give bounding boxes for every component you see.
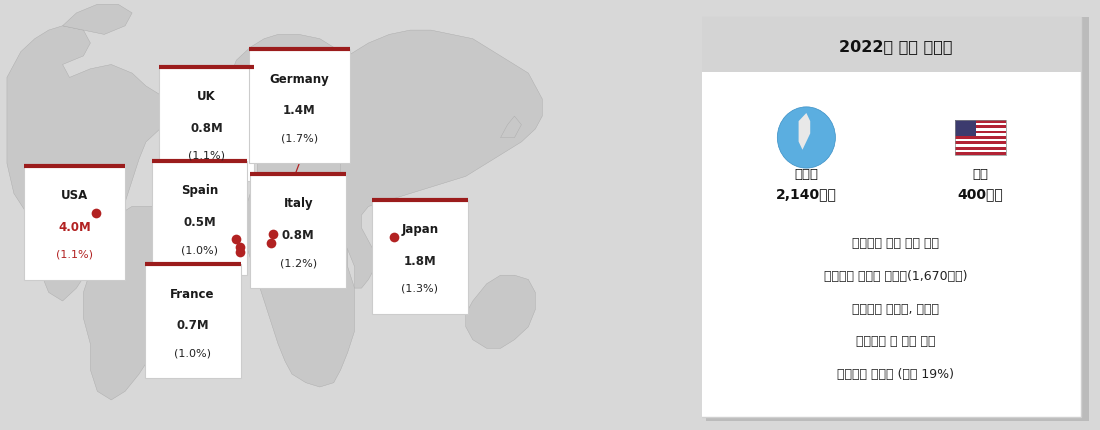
FancyBboxPatch shape xyxy=(697,17,1081,417)
Text: 2022년 기준 환자수: 2022년 기준 환자수 xyxy=(838,39,953,54)
Text: 환자수를 차지함 (비중 19%): 환자수를 차지함 (비중 19%) xyxy=(837,368,954,381)
FancyBboxPatch shape xyxy=(956,141,1005,144)
FancyBboxPatch shape xyxy=(706,17,1093,426)
Text: Spain: Spain xyxy=(180,184,218,197)
FancyBboxPatch shape xyxy=(956,126,1005,128)
FancyBboxPatch shape xyxy=(956,136,1005,139)
Text: 세계에서 가장 흔한 암인: 세계에서 가장 흔한 암인 xyxy=(851,237,939,250)
Polygon shape xyxy=(63,4,132,34)
Text: (1.1%): (1.1%) xyxy=(188,150,226,160)
Polygon shape xyxy=(465,275,536,348)
Text: 2,140만명: 2,140만명 xyxy=(776,187,837,202)
FancyBboxPatch shape xyxy=(956,120,976,136)
Polygon shape xyxy=(500,116,521,138)
Text: 유방암의 글로벌 환자수(1,670만명): 유방암의 글로벌 환자수(1,670만명) xyxy=(824,270,967,283)
Text: 미국: 미국 xyxy=(972,168,989,181)
FancyBboxPatch shape xyxy=(24,166,125,280)
Polygon shape xyxy=(230,34,383,133)
Text: 글로벌: 글로벌 xyxy=(794,168,818,181)
FancyBboxPatch shape xyxy=(956,120,1005,155)
Text: 0.7M: 0.7M xyxy=(176,319,209,332)
FancyBboxPatch shape xyxy=(152,161,248,275)
Polygon shape xyxy=(243,138,354,387)
Polygon shape xyxy=(84,206,188,400)
Text: (1.3%): (1.3%) xyxy=(402,284,439,294)
FancyBboxPatch shape xyxy=(956,131,1005,133)
Text: 1.8M: 1.8M xyxy=(404,255,437,268)
Text: 400만명: 400만명 xyxy=(958,187,1003,202)
FancyBboxPatch shape xyxy=(956,120,1005,123)
Text: 0.8M: 0.8M xyxy=(190,122,223,135)
FancyBboxPatch shape xyxy=(144,264,241,378)
Text: (1.7%): (1.7%) xyxy=(280,133,318,143)
FancyBboxPatch shape xyxy=(697,17,1081,72)
Polygon shape xyxy=(7,26,167,301)
Text: 1.4M: 1.4M xyxy=(283,104,316,117)
Polygon shape xyxy=(341,30,542,288)
Text: Japan: Japan xyxy=(402,223,439,236)
Text: 4.0M: 4.0M xyxy=(58,221,91,233)
FancyBboxPatch shape xyxy=(158,67,254,181)
Text: 0.8M: 0.8M xyxy=(282,229,315,242)
Polygon shape xyxy=(799,113,811,150)
Text: USA: USA xyxy=(62,189,88,202)
Text: (1.1%): (1.1%) xyxy=(56,249,94,259)
Text: (1.0%): (1.0%) xyxy=(182,245,218,255)
Circle shape xyxy=(778,107,835,168)
Text: 0.5M: 0.5M xyxy=(183,216,216,229)
Text: (1.0%): (1.0%) xyxy=(174,348,211,358)
FancyBboxPatch shape xyxy=(249,49,350,163)
Text: (1.2%): (1.2%) xyxy=(279,258,317,268)
Text: UK: UK xyxy=(197,90,216,103)
Text: 규모보다 많으며, 미국은: 규모보다 많으며, 미국은 xyxy=(851,303,939,316)
Text: France: France xyxy=(170,288,214,301)
FancyBboxPatch shape xyxy=(251,174,346,288)
Text: Italy: Italy xyxy=(284,197,314,210)
FancyBboxPatch shape xyxy=(956,147,1005,150)
Text: 단일국가 중 가장 많은: 단일국가 중 가장 많은 xyxy=(856,335,935,348)
FancyBboxPatch shape xyxy=(372,200,468,314)
Text: Germany: Germany xyxy=(270,73,329,86)
FancyBboxPatch shape xyxy=(956,152,1005,155)
